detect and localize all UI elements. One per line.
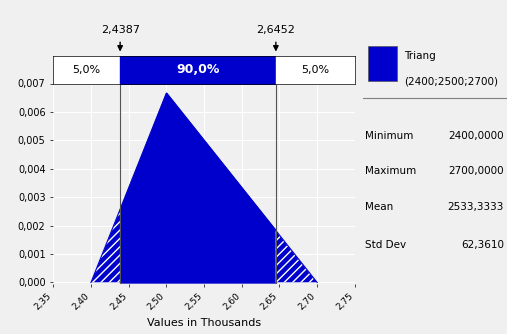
Text: (2400;2500;2700): (2400;2500;2700) bbox=[405, 76, 498, 86]
Text: 2533,3333: 2533,3333 bbox=[448, 202, 504, 212]
Text: Triang: Triang bbox=[405, 51, 436, 61]
Text: 5,0%: 5,0% bbox=[73, 65, 101, 75]
Text: Minimum: Minimum bbox=[366, 131, 414, 141]
Text: 2400,0000: 2400,0000 bbox=[449, 131, 504, 141]
Text: Mean: Mean bbox=[366, 202, 393, 212]
Text: 62,3610: 62,3610 bbox=[461, 240, 504, 250]
FancyBboxPatch shape bbox=[368, 46, 397, 81]
Text: Std Dev: Std Dev bbox=[366, 240, 407, 250]
X-axis label: Values in Thousands: Values in Thousands bbox=[147, 318, 261, 328]
Text: 5,0%: 5,0% bbox=[301, 65, 330, 75]
Text: 90,0%: 90,0% bbox=[176, 63, 220, 76]
Text: Maximum: Maximum bbox=[366, 166, 417, 176]
Text: 2700,0000: 2700,0000 bbox=[449, 166, 504, 176]
Text: 2,6452: 2,6452 bbox=[257, 25, 295, 35]
Text: 2,4387: 2,4387 bbox=[100, 25, 139, 35]
